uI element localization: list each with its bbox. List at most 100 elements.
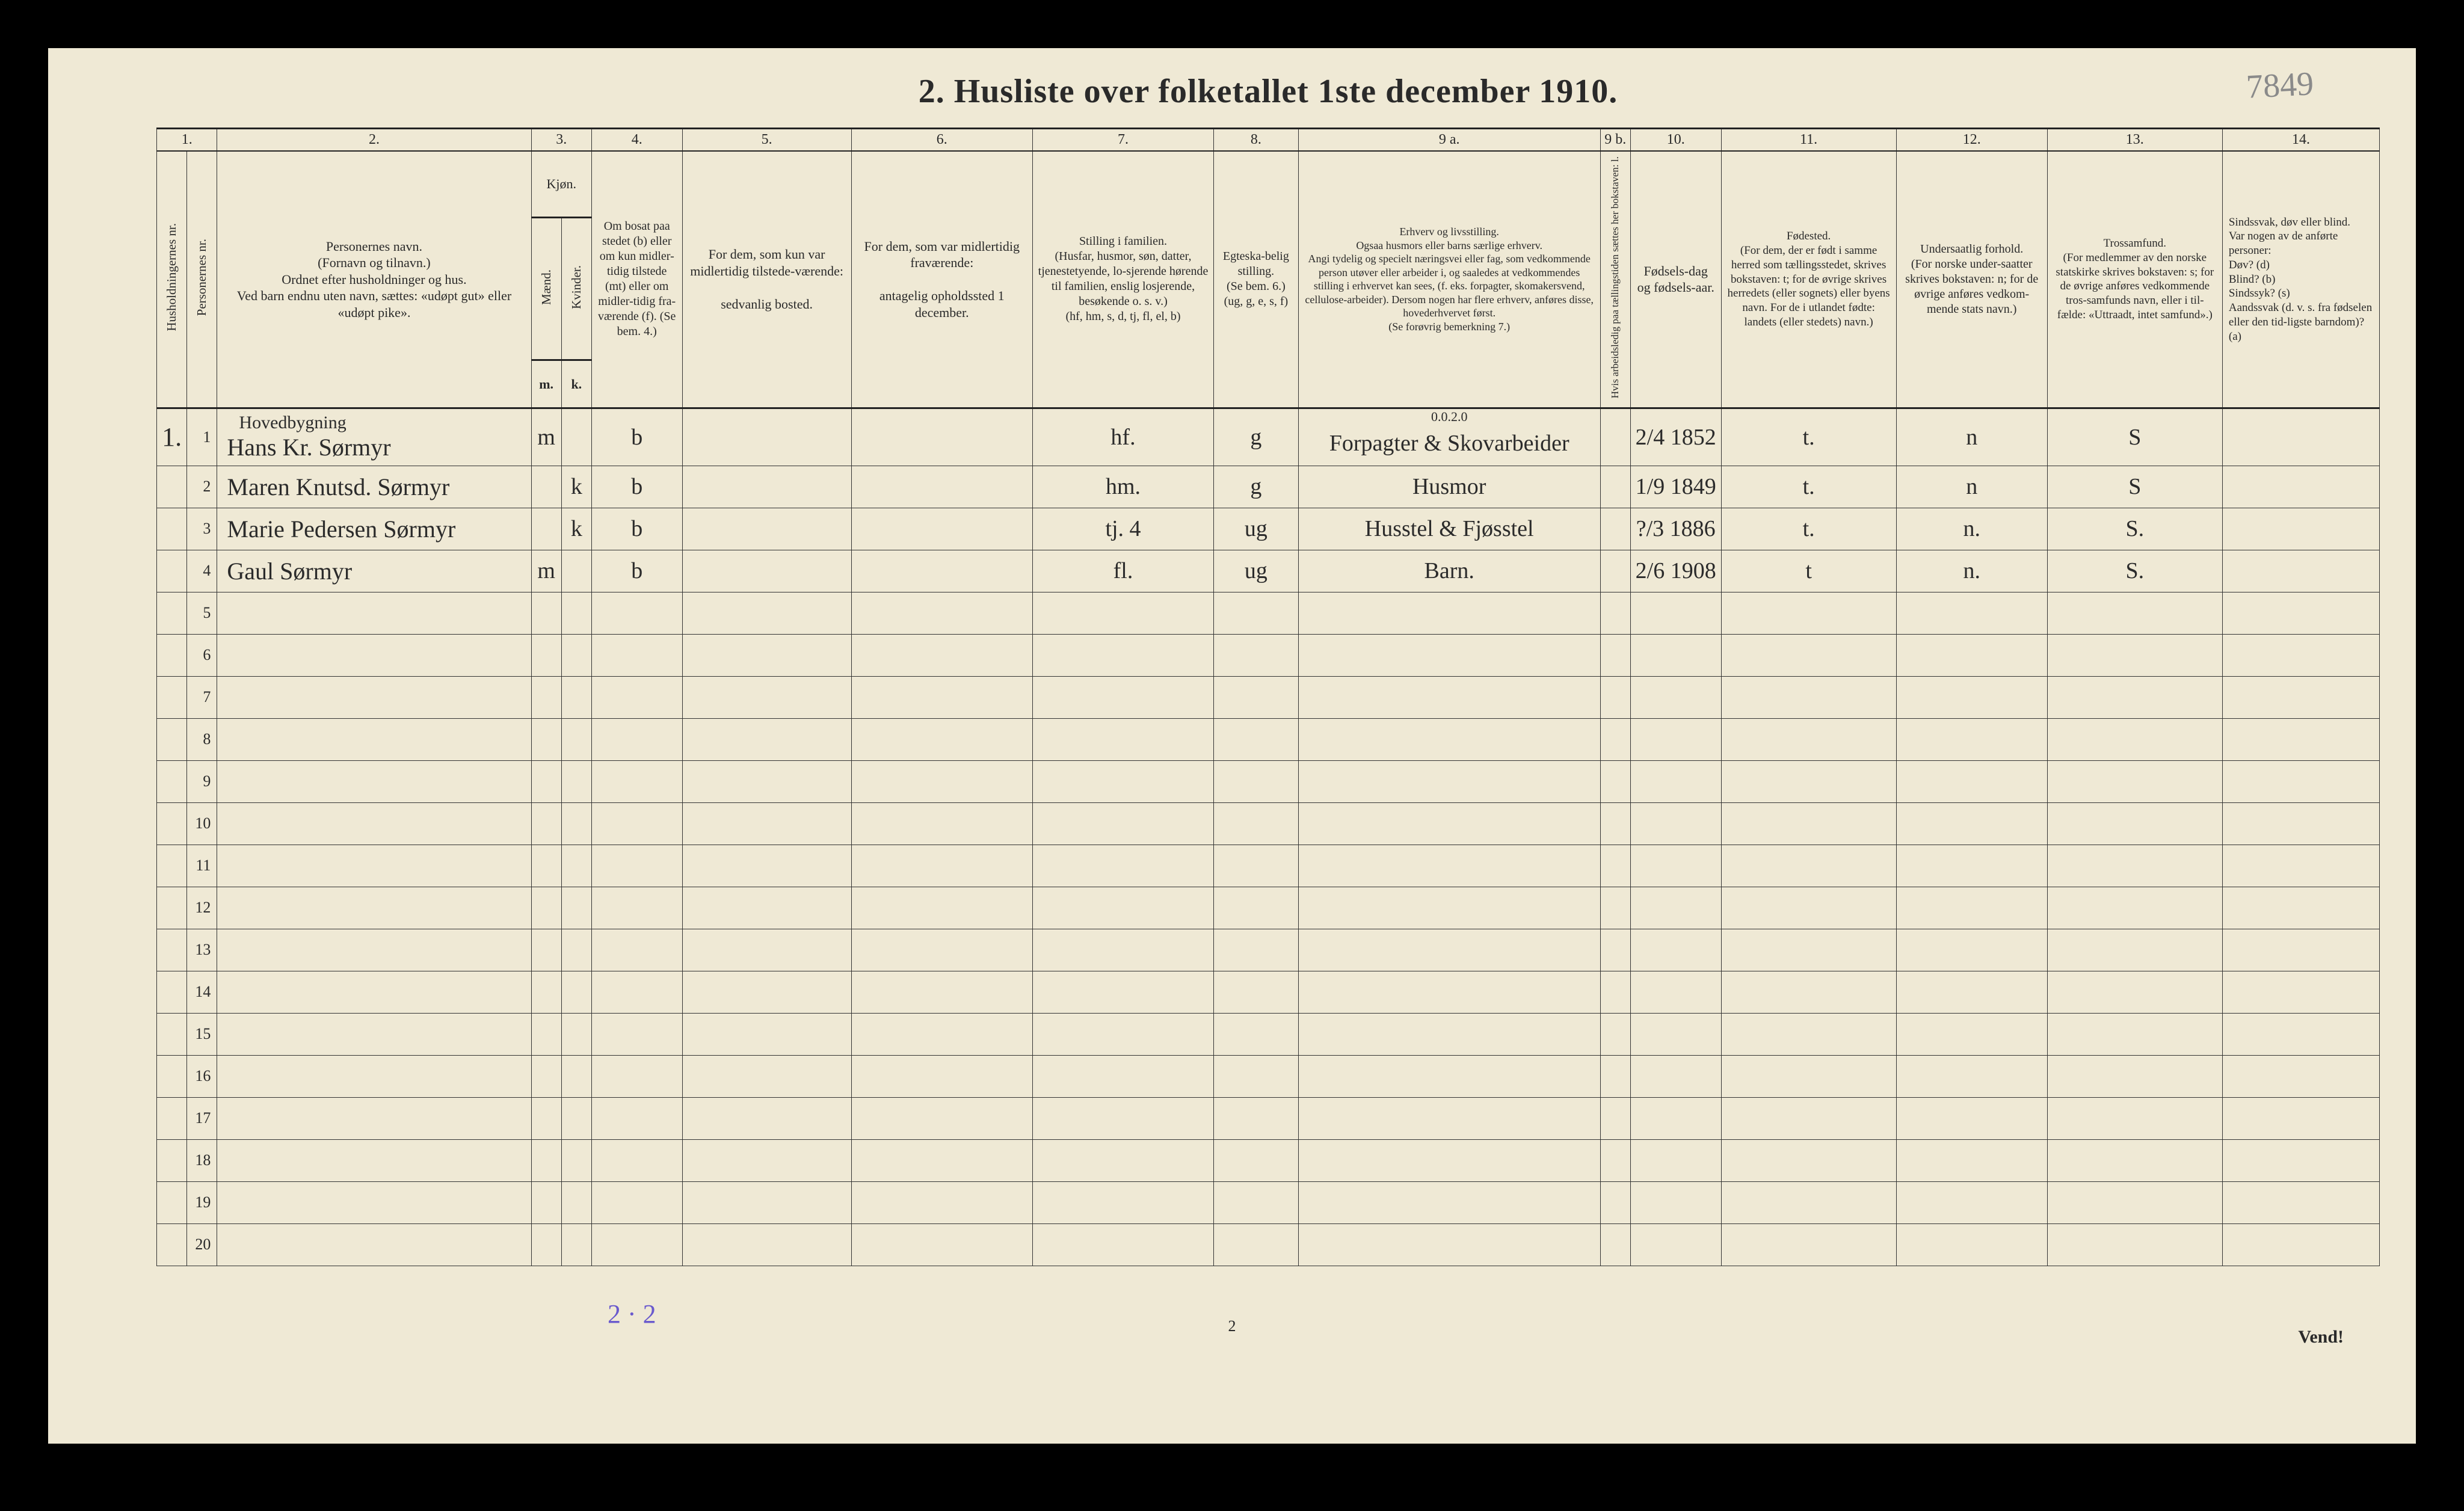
cell-family-position <box>1032 845 1213 887</box>
cell-birthdate <box>1630 634 1721 676</box>
cell-unemployed <box>1600 845 1630 887</box>
cell-name <box>217 887 531 929</box>
cell-birthplace <box>1721 634 1896 676</box>
colnum-9a: 9 a. <box>1298 129 1600 152</box>
cell-nationality: n <box>1896 466 2047 508</box>
cell-name: Maren Knutsd. Sørmyr <box>217 466 531 508</box>
person-name: Hans Kr. Sørmyr <box>227 433 527 461</box>
table-row: 10 <box>157 802 2380 845</box>
pencil-top-right: 7849 <box>2245 64 2314 106</box>
cell-name <box>217 634 531 676</box>
cell-nationality <box>1896 676 2047 718</box>
cell-temp-absent <box>851 802 1032 845</box>
cell-sex-k: k <box>561 466 591 508</box>
cell-sex-k <box>561 802 591 845</box>
hdr-residence: Om bosat paa stedet (b) eller om kun mid… <box>591 151 682 408</box>
cell-family-position <box>1032 1013 1213 1055</box>
cell-temp-absent <box>851 971 1032 1013</box>
cell-sex-m <box>531 760 561 802</box>
cell-disability <box>2222 1013 2379 1055</box>
cell-religion <box>2047 929 2222 971</box>
cell-birthdate <box>1630 1139 1721 1181</box>
cell-religion <box>2047 1181 2222 1223</box>
cell-religion <box>2047 1223 2222 1266</box>
cell-sex-k <box>561 1055 591 1097</box>
table-row: 5 <box>157 592 2380 634</box>
colnum-12: 12. <box>1896 129 2047 152</box>
table-row: 11 <box>157 845 2380 887</box>
colnum-1: 1. <box>157 129 217 152</box>
cell-marital <box>1214 1139 1299 1181</box>
colnum-14: 14. <box>2222 129 2379 152</box>
cell-person-nr: 11 <box>187 845 217 887</box>
cell-residence <box>591 1055 682 1097</box>
table-row: 13 <box>157 929 2380 971</box>
cell-temp-absent <box>851 466 1032 508</box>
cell-sex-k <box>561 634 591 676</box>
cell-religion <box>2047 802 2222 845</box>
cell-birthplace <box>1721 1223 1896 1266</box>
cell-household-nr <box>157 929 187 971</box>
cell-family-position <box>1032 676 1213 718</box>
cell-nationality: n. <box>1896 508 2047 550</box>
cell-name <box>217 971 531 1013</box>
cell-marital: ug <box>1214 550 1299 592</box>
cell-birthdate <box>1630 592 1721 634</box>
cell-residence <box>591 1223 682 1266</box>
cell-disability <box>2222 634 2379 676</box>
cell-household-nr <box>157 718 187 760</box>
hdr-nationality: Undersaatlig forhold. (For norske under-… <box>1896 151 2047 408</box>
cell-name: HovedbygningHans Kr. Sørmyr <box>217 408 531 466</box>
cell-sex-k <box>561 887 591 929</box>
cell-unemployed <box>1600 760 1630 802</box>
cell-unemployed <box>1600 1223 1630 1266</box>
cell-residence <box>591 971 682 1013</box>
cell-disability <box>2222 1223 2379 1266</box>
table-row: 19 <box>157 1181 2380 1223</box>
colnum-5: 5. <box>682 129 851 152</box>
cell-person-nr: 17 <box>187 1097 217 1139</box>
cell-birthdate <box>1630 676 1721 718</box>
cell-temp-absent <box>851 1223 1032 1266</box>
cell-sex-m <box>531 1097 561 1139</box>
cell-sex-m <box>531 592 561 634</box>
colnum-13: 13. <box>2047 129 2222 152</box>
cell-residence <box>591 929 682 971</box>
cell-birthdate <box>1630 887 1721 929</box>
hdr-k: k. <box>561 360 591 408</box>
cell-nationality <box>1896 1013 2047 1055</box>
table-row: 9 <box>157 760 2380 802</box>
hdr-birthdate: Fødsels-dag og fødsels-aar. <box>1630 151 1721 408</box>
cell-family-position: hm. <box>1032 466 1213 508</box>
cell-birthdate <box>1630 929 1721 971</box>
cell-person-nr: 8 <box>187 718 217 760</box>
cell-person-nr: 14 <box>187 971 217 1013</box>
cell-family-position <box>1032 760 1213 802</box>
cell-birthplace: t. <box>1721 408 1896 466</box>
header-row: Husholdningernes nr. Personernes nr. Per… <box>157 151 2380 218</box>
cell-person-nr: 20 <box>187 1223 217 1266</box>
table-row: 2Maren Knutsd. Sørmyrkbhm.gHusmor1/9 184… <box>157 466 2380 508</box>
cell-family-position <box>1032 802 1213 845</box>
cell-residence <box>591 802 682 845</box>
cell-temp-present <box>682 634 851 676</box>
cell-name <box>217 1013 531 1055</box>
cell-sex-k <box>561 929 591 971</box>
colnum-2: 2. <box>217 129 531 152</box>
cell-birthplace <box>1721 845 1896 887</box>
cell-name <box>217 1097 531 1139</box>
cell-temp-present <box>682 802 851 845</box>
table-row: 1.1HovedbygningHans Kr. Sørmyrmbhf.g0.0.… <box>157 408 2380 466</box>
hdr-female: Kvinder. <box>561 218 591 360</box>
cell-sex-m <box>531 802 561 845</box>
cell-disability <box>2222 466 2379 508</box>
cell-birthplace <box>1721 929 1896 971</box>
cell-unemployed <box>1600 887 1630 929</box>
cell-occupation <box>1298 760 1600 802</box>
cell-sex-k <box>561 718 591 760</box>
cell-temp-present <box>682 845 851 887</box>
cell-household-nr <box>157 1055 187 1097</box>
cell-temp-absent <box>851 1013 1032 1055</box>
cell-birthplace: t <box>1721 550 1896 592</box>
cell-marital: g <box>1214 408 1299 466</box>
